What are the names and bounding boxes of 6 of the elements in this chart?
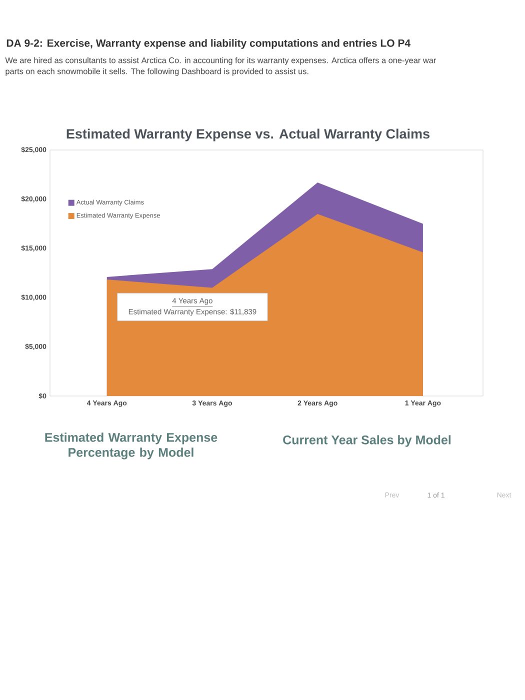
text: Current Year Sales by Model bbox=[283, 435, 451, 447]
text: We are hired as consultants to assist Arctica Co. in accounting for its warranty expenses. Arctica offers a one-year war bbox=[5, 57, 436, 65]
text: parts on each snowmobile it sells. The following Dashboard is provided to assist us. bbox=[6, 68, 308, 76]
chart-title: Estimated Warranty Expense vs. Actual Warranty Claims bbox=[66, 128, 430, 142]
text: Estimated Warranty Expense Percentage by Model bbox=[45, 432, 218, 460]
text: DA 9-2: Exercise, Warranty expense and liability computations and entries LO P4 bbox=[6, 39, 410, 49]
